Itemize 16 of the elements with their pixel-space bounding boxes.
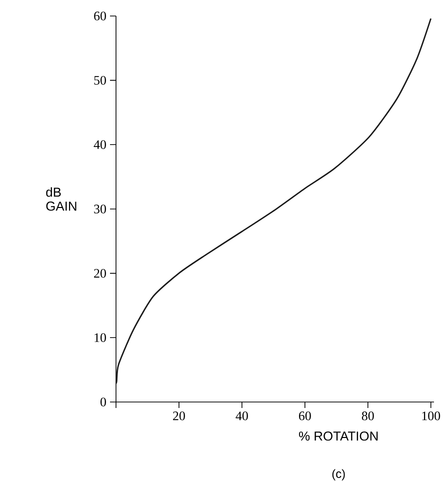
x-tick-label: 60	[299, 412, 311, 420]
y-tick-label: 0	[100, 398, 106, 406]
x-tick-label: 80	[362, 412, 374, 420]
text: (c)	[332, 469, 345, 480]
x-tick-label: 20	[173, 412, 185, 420]
y-tick-label: 50	[94, 76, 106, 85]
x-tick-label: 40	[236, 412, 248, 420]
y-axis-title: dB GAIN	[46, 187, 76, 211]
y-tick-label: 30	[94, 204, 106, 214]
y-tick-label: 60	[94, 12, 106, 20]
y-tick-label: 20	[94, 268, 106, 278]
line-series	[115, 18, 432, 384]
y-tick-label: 10	[94, 333, 106, 342]
y-tick-label: 40	[94, 140, 106, 150]
x-tick-label: 100	[422, 412, 440, 420]
x-axis-title: % ROTATION	[299, 432, 378, 441]
